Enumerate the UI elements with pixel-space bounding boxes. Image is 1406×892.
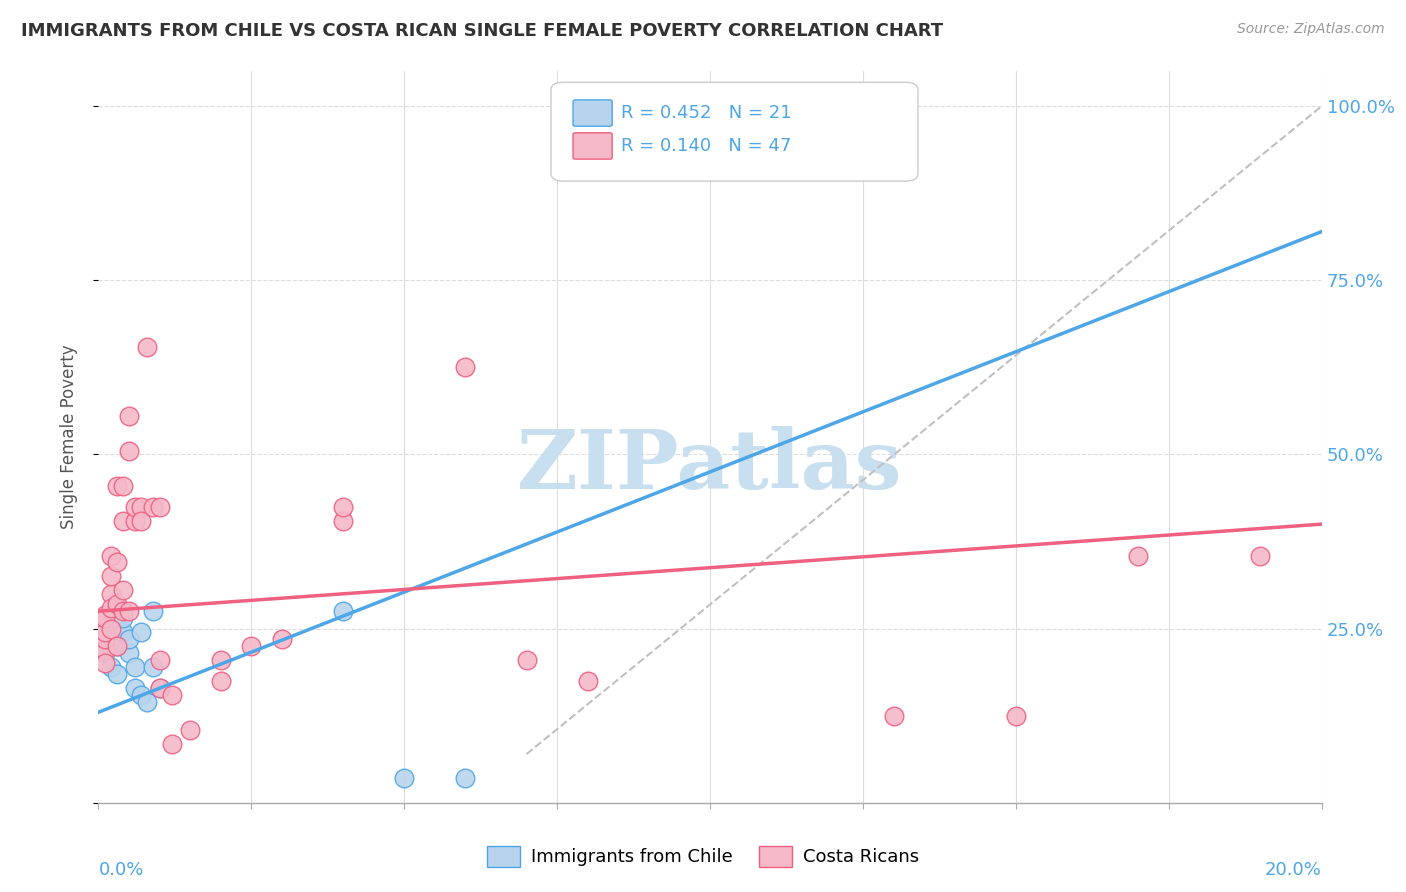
Point <box>105 479 128 493</box>
Point <box>105 556 128 570</box>
Point <box>93 632 115 646</box>
Point <box>111 604 134 618</box>
Point <box>332 500 354 514</box>
Point <box>93 642 115 657</box>
Point <box>883 708 905 723</box>
Point <box>118 444 141 458</box>
Point <box>454 772 477 786</box>
Point <box>111 583 134 598</box>
Point <box>93 607 115 622</box>
Point <box>129 625 152 640</box>
FancyBboxPatch shape <box>574 133 612 159</box>
Point <box>129 514 152 528</box>
Point <box>105 639 128 653</box>
Point <box>332 604 354 618</box>
Point <box>124 514 146 528</box>
Point <box>657 99 679 113</box>
Point <box>124 681 146 695</box>
Point <box>118 632 141 646</box>
FancyBboxPatch shape <box>551 82 918 181</box>
Point <box>111 625 134 640</box>
Point <box>142 660 165 674</box>
Point <box>111 479 134 493</box>
Point <box>1249 549 1271 563</box>
FancyBboxPatch shape <box>574 100 612 127</box>
Point <box>105 639 128 653</box>
Point <box>93 657 115 671</box>
Point <box>142 500 165 514</box>
Point <box>454 360 477 375</box>
Point <box>149 500 172 514</box>
Text: 0.0%: 0.0% <box>98 862 143 880</box>
Point <box>124 500 146 514</box>
Point <box>129 500 152 514</box>
Point <box>100 587 122 601</box>
Y-axis label: Single Female Poverty: Single Female Poverty <box>59 345 77 529</box>
Point <box>93 611 115 625</box>
Point <box>111 611 134 625</box>
Point <box>118 604 141 618</box>
Point <box>105 667 128 681</box>
Text: R = 0.452   N = 21: R = 0.452 N = 21 <box>620 104 792 122</box>
Point <box>160 737 183 751</box>
Point <box>129 688 152 702</box>
Point <box>100 600 122 615</box>
Text: R = 0.140   N = 47: R = 0.140 N = 47 <box>620 137 792 155</box>
Point <box>209 653 232 667</box>
Point <box>118 646 141 660</box>
Text: ZIPatlas: ZIPatlas <box>517 426 903 507</box>
Point <box>332 514 354 528</box>
Point <box>142 604 165 618</box>
Point <box>209 673 232 688</box>
Point <box>270 632 292 646</box>
Text: 20.0%: 20.0% <box>1265 862 1322 880</box>
Point <box>100 622 122 636</box>
Point <box>100 660 122 674</box>
Point <box>100 569 122 583</box>
Text: IMMIGRANTS FROM CHILE VS COSTA RICAN SINGLE FEMALE POVERTY CORRELATION CHART: IMMIGRANTS FROM CHILE VS COSTA RICAN SIN… <box>21 22 943 40</box>
Point <box>392 772 416 786</box>
Point <box>118 409 141 424</box>
Point <box>105 597 128 611</box>
Text: Source: ZipAtlas.com: Source: ZipAtlas.com <box>1237 22 1385 37</box>
Point <box>240 639 263 653</box>
Point <box>93 646 115 660</box>
Point <box>160 688 183 702</box>
Point <box>179 723 201 737</box>
Point <box>1004 708 1026 723</box>
Point <box>111 514 134 528</box>
Point <box>149 681 172 695</box>
Point <box>124 660 146 674</box>
Point <box>1128 549 1150 563</box>
Point <box>516 653 538 667</box>
Point <box>136 695 159 709</box>
Point <box>149 653 172 667</box>
Point <box>136 339 159 353</box>
Legend: Immigrants from Chile, Costa Ricans: Immigrants from Chile, Costa Ricans <box>479 838 927 874</box>
Point <box>93 625 115 640</box>
Point <box>149 681 172 695</box>
Point <box>100 549 122 563</box>
Point <box>576 673 599 688</box>
Point <box>686 99 709 113</box>
